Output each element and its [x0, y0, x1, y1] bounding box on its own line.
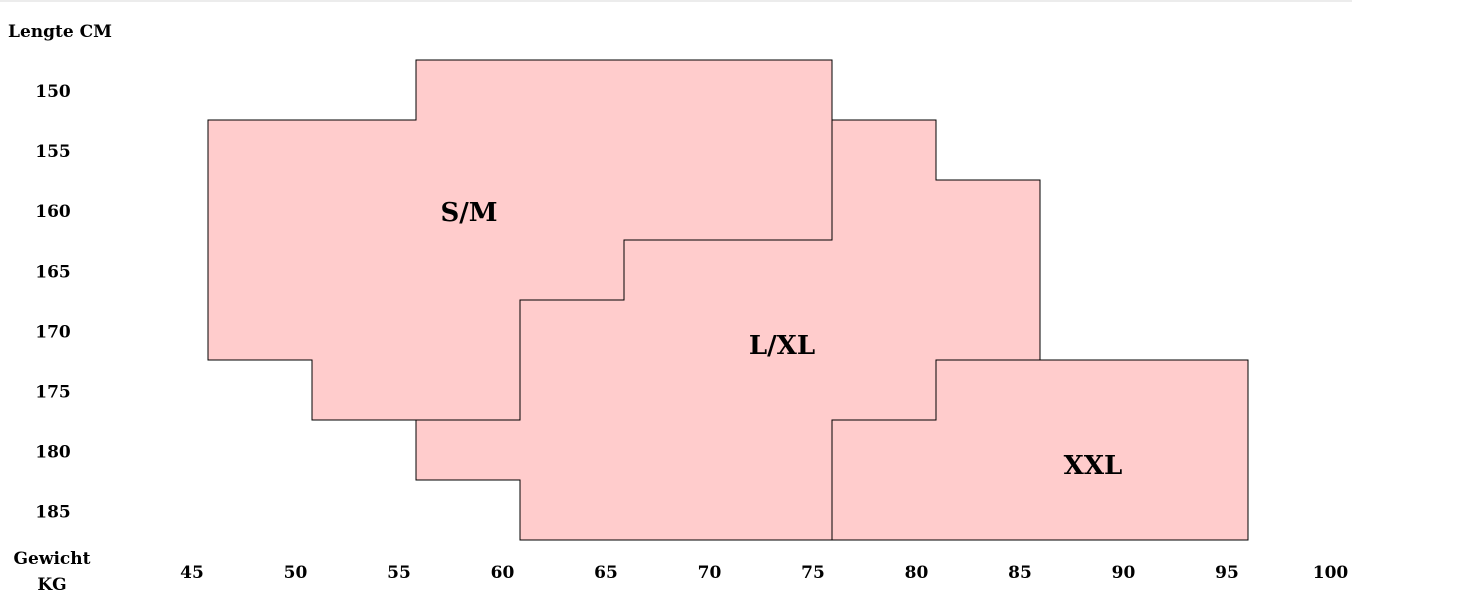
region-label-l-xl: L/XL — [749, 331, 815, 361]
x-tick-label: 45 — [180, 563, 204, 583]
regions-layer — [207, 59, 1249, 541]
y-axis-title: Lengte CM — [8, 22, 112, 42]
region-l-xl — [415, 119, 1041, 541]
y-tick-label: 160 — [35, 202, 71, 222]
x-tick-label: 65 — [594, 563, 618, 583]
y-tick-label: 185 — [35, 503, 71, 523]
region-xxl — [831, 359, 1249, 541]
x-tick-label: 100 — [1313, 563, 1349, 583]
region-labels-layer: S/M L/XL XXL — [440, 198, 1122, 481]
y-axis-ticks: 150 155 160 165 170 175 180 185 — [35, 82, 71, 523]
x-tick-label: 55 — [387, 563, 411, 583]
y-tick-label: 175 — [35, 383, 71, 403]
x-axis-title-line-1: Gewicht — [14, 549, 91, 569]
region-label-s-m: S/M — [440, 198, 497, 228]
x-tick-label: 85 — [1008, 563, 1032, 583]
region-label-xxl: XXL — [1064, 451, 1123, 481]
x-tick-label: 90 — [1112, 563, 1136, 583]
x-axis-title-line-2: KG — [37, 575, 66, 595]
y-tick-label: 165 — [35, 262, 71, 282]
x-tick-label: 95 — [1215, 563, 1239, 583]
x-tick-label: 60 — [491, 563, 515, 583]
x-tick-label: 75 — [801, 563, 825, 583]
x-axis-ticks: 45 50 55 60 65 70 75 80 85 90 95 100 — [180, 563, 1348, 583]
x-tick-label: 80 — [905, 563, 929, 583]
y-tick-label: 170 — [35, 322, 71, 342]
x-tick-label: 70 — [698, 563, 722, 583]
y-tick-label: 150 — [35, 82, 71, 102]
y-tick-label: 155 — [35, 142, 71, 162]
y-tick-label: 180 — [35, 443, 71, 463]
x-tick-label: 50 — [284, 563, 308, 583]
